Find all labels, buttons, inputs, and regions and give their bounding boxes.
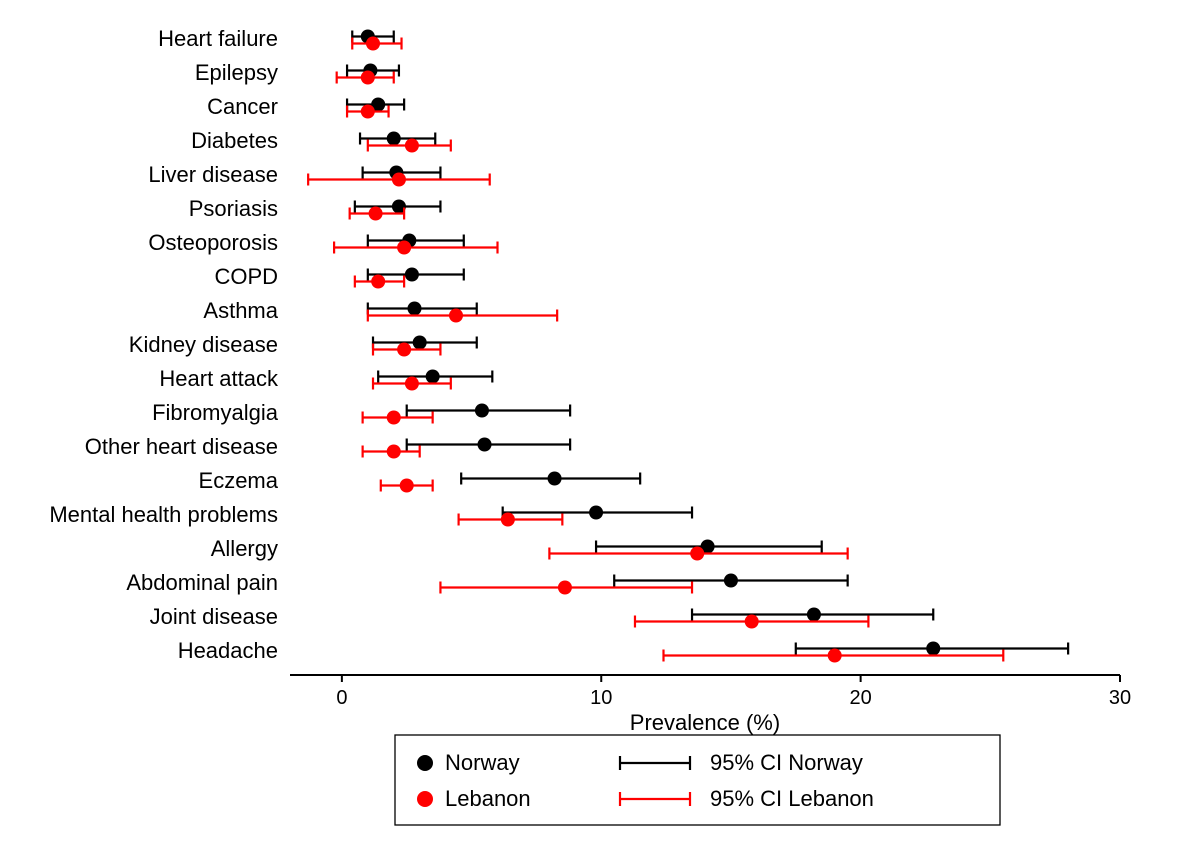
lebanon-marker [558, 581, 572, 595]
lebanon-marker [369, 207, 383, 221]
norway-marker [408, 302, 422, 316]
category-label: Mental health problems [49, 502, 278, 527]
lebanon-marker [405, 139, 419, 153]
category-label: Abdominal pain [126, 570, 278, 595]
norway-marker [724, 574, 738, 588]
norway-marker [426, 370, 440, 384]
category-label: Fibromyalgia [152, 400, 279, 425]
legend-label: Lebanon [445, 786, 531, 811]
prevalence-forest-plot: Heart failure Epilepsy Cancer Diabetes Liver… [0, 0, 1181, 854]
norway-marker [413, 336, 427, 350]
category-label: Cancer [207, 94, 278, 119]
norway-marker [387, 132, 401, 146]
legend-marker-icon [417, 755, 433, 771]
lebanon-marker [361, 105, 375, 119]
category-label: Epilepsy [195, 60, 278, 85]
lebanon-marker [366, 37, 380, 51]
category-label: Eczema [199, 468, 279, 493]
norway-marker [478, 438, 492, 452]
legend-label: 95% CI Lebanon [710, 786, 874, 811]
category-label: Asthma [203, 298, 278, 323]
lebanon-marker [387, 411, 401, 425]
category-label: Allergy [211, 536, 278, 561]
category-label: Heart attack [159, 366, 279, 391]
norway-marker [475, 404, 489, 418]
category-label: Heart failure [158, 26, 278, 51]
x-axis-tick-label: 0 [336, 687, 347, 709]
lebanon-marker [397, 241, 411, 255]
lebanon-marker [501, 513, 515, 527]
x-axis-label: Prevalence (%) [630, 710, 780, 735]
category-label: Diabetes [191, 128, 278, 153]
lebanon-marker [392, 173, 406, 187]
category-label: Liver disease [148, 162, 278, 187]
x-axis-tick-label: 20 [850, 687, 872, 709]
norway-marker [589, 506, 603, 520]
category-label: Headache [178, 638, 278, 663]
category-label: COPD [214, 264, 278, 289]
category-label: Joint disease [150, 604, 278, 629]
category-label: Osteoporosis [148, 230, 278, 255]
category-label: Psoriasis [189, 196, 278, 221]
lebanon-marker [405, 377, 419, 391]
lebanon-marker [690, 547, 704, 561]
norway-marker [926, 642, 940, 656]
category-label: Kidney disease [129, 332, 278, 357]
lebanon-marker [361, 71, 375, 85]
category-label: Other heart disease [85, 434, 278, 459]
lebanon-marker [397, 343, 411, 357]
x-axis-tick-label: 10 [590, 687, 612, 709]
legend-label: 95% CI Norway [710, 750, 863, 775]
lebanon-marker [371, 275, 385, 289]
legend-marker-icon [417, 791, 433, 807]
chart-svg: Heart failure Epilepsy Cancer Diabetes Liver… [0, 0, 1181, 854]
norway-marker [405, 268, 419, 282]
legend-label: Norway [445, 750, 520, 775]
lebanon-marker [449, 309, 463, 323]
lebanon-marker [400, 479, 414, 493]
legend-box [395, 735, 1000, 825]
norway-marker [807, 608, 821, 622]
lebanon-marker [828, 649, 842, 663]
x-axis-tick-label: 30 [1109, 687, 1131, 709]
lebanon-marker [387, 445, 401, 459]
norway-marker [548, 472, 562, 486]
lebanon-marker [745, 615, 759, 629]
